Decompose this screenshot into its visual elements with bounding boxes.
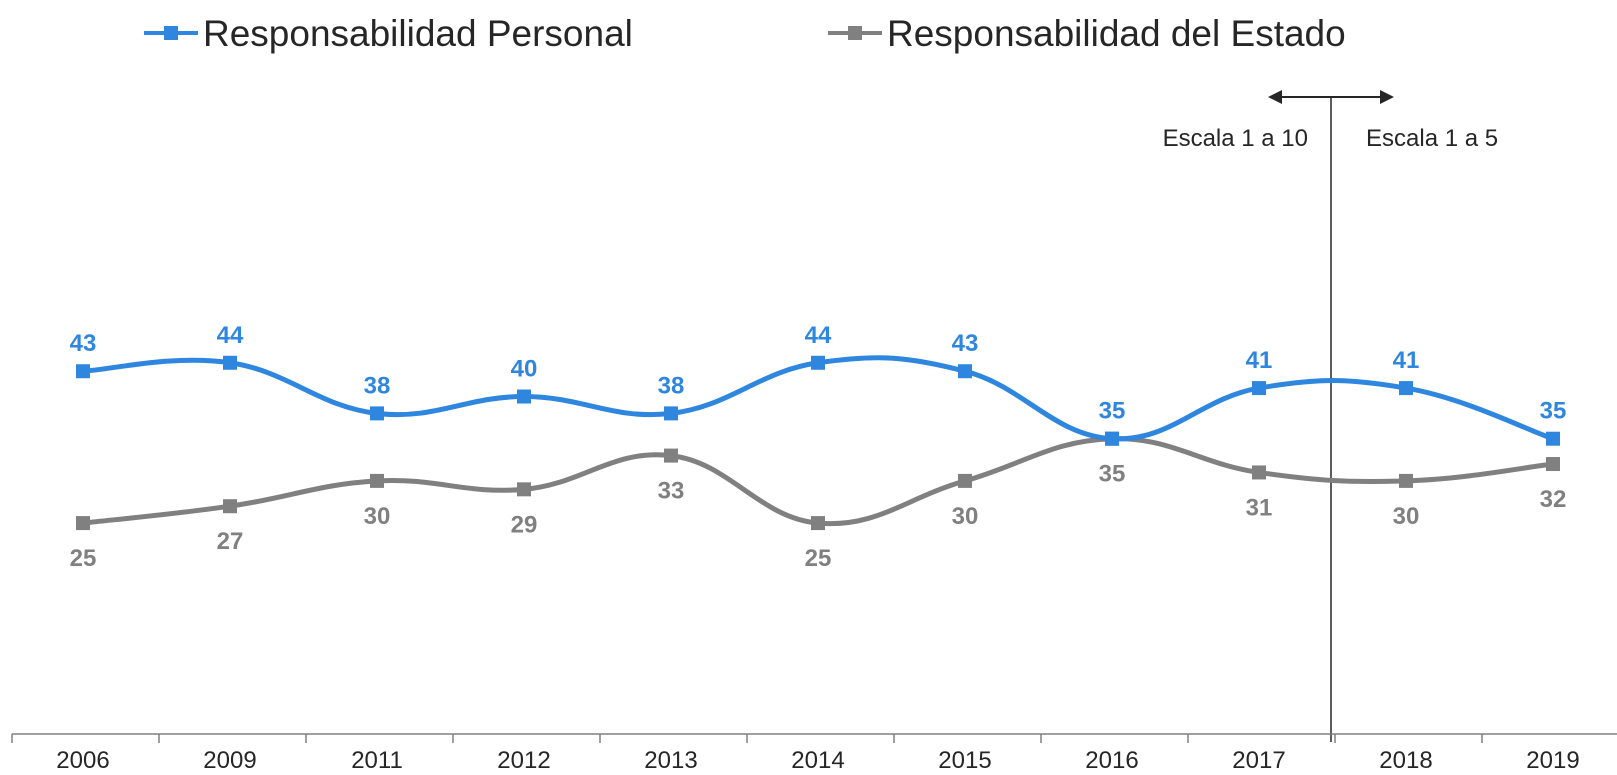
scale-arrow-left-head (1268, 90, 1282, 104)
x-tick-label-2017: 2017 (1232, 747, 1285, 774)
scale-left-label: Escala 1 a 10 (1163, 125, 1308, 152)
series-personal: 43 44 38 40 38 44 43 35 41 41 35 (70, 322, 1567, 446)
legend: Responsabilidad Personal Responsabilidad… (144, 13, 1346, 54)
data-label-personal-2019: 35 (1540, 398, 1567, 425)
data-label-personal-2006: 43 (70, 330, 97, 357)
data-point-personal-2015 (958, 364, 972, 379)
data-point-estado-2006 (76, 516, 90, 531)
data-label-personal-2014: 44 (805, 322, 832, 349)
x-tick-label-2015: 2015 (938, 747, 991, 774)
data-point-personal-2013 (664, 406, 678, 421)
data-label-estado-2015: 30 (952, 503, 979, 530)
data-point-estado-2013 (664, 448, 678, 463)
data-label-estado-2006: 25 (70, 545, 97, 572)
data-point-estado-2019 (1546, 457, 1560, 472)
data-point-personal-2019 (1546, 431, 1560, 446)
data-label-personal-2012: 40 (511, 356, 538, 383)
data-point-estado-2017 (1252, 465, 1266, 480)
data-label-estado-2009: 27 (217, 528, 244, 555)
data-point-personal-2017 (1252, 381, 1266, 396)
data-label-personal-2011: 38 (364, 372, 391, 399)
data-point-personal-2009 (223, 355, 237, 370)
x-axis: 2006 2009 2011 2012 2013 2014 2015 2016 2017 2018… (11, 733, 1617, 774)
x-tick-label-2016: 2016 (1085, 747, 1138, 774)
data-point-personal-2014 (811, 355, 825, 370)
data-point-estado-2011 (370, 473, 384, 488)
scale-right-label: Escala 1 a 5 (1366, 125, 1498, 152)
series-layer: 25 27 30 29 33 25 30 35 31 30 32 43 44 38 40 38 44 43 35 41… (70, 322, 1567, 572)
data-point-estado-2009 (223, 499, 237, 514)
data-label-estado-2017: 31 (1246, 494, 1273, 521)
x-tick-label-2019: 2019 (1526, 747, 1579, 774)
data-label-personal-2018: 41 (1393, 347, 1420, 374)
legend-label-personal: Responsabilidad Personal (203, 13, 633, 54)
data-point-personal-2016 (1105, 431, 1119, 446)
data-point-personal-2012 (517, 389, 531, 404)
data-label-estado-2019: 32 (1540, 486, 1567, 513)
x-tick-label-2012: 2012 (497, 747, 550, 774)
data-point-estado-2014 (811, 516, 825, 531)
x-tick-label-2006: 2006 (56, 747, 109, 774)
series-line-personal (80, 355, 1556, 442)
data-label-personal-2017: 41 (1246, 347, 1273, 374)
data-label-estado-2018: 30 (1393, 503, 1420, 530)
series-estado: 25 27 30 29 33 25 30 35 31 30 32 (70, 431, 1567, 572)
data-label-personal-2013: 38 (658, 372, 685, 399)
legend-item-personal: Responsabilidad Personal (144, 13, 633, 54)
data-point-personal-2006 (76, 364, 90, 379)
data-label-personal-2009: 44 (217, 322, 244, 349)
x-tick-label-2009: 2009 (203, 747, 256, 774)
data-label-estado-2014: 25 (805, 545, 832, 572)
scale-arrow-right-head (1380, 90, 1394, 104)
legend-label-estado: Responsabilidad del Estado (887, 13, 1346, 54)
data-label-personal-2016: 35 (1099, 398, 1126, 425)
data-label-estado-2012: 29 (511, 511, 538, 538)
data-point-estado-2015 (958, 473, 972, 488)
scale-annotation: Escala 1 a 10 Escala 1 a 5 (1163, 90, 1498, 742)
legend-swatch-marker-estado (848, 26, 862, 40)
data-label-estado-2011: 30 (364, 503, 391, 530)
data-label-personal-2015: 43 (952, 330, 979, 357)
data-point-personal-2018 (1399, 381, 1413, 396)
x-tick-label-2011: 2011 (351, 747, 403, 774)
data-point-personal-2011 (370, 406, 384, 421)
legend-swatch-marker-personal (164, 26, 178, 40)
legend-item-estado: Responsabilidad del Estado (828, 13, 1346, 54)
data-label-estado-2013: 33 (658, 478, 685, 505)
data-point-estado-2012 (517, 482, 531, 497)
data-point-estado-2018 (1399, 473, 1413, 488)
series-line-estado (80, 436, 1556, 527)
x-tick-label-2013: 2013 (644, 747, 697, 774)
x-tick-label-2014: 2014 (791, 747, 844, 774)
data-label-estado-2016: 35 (1099, 461, 1126, 488)
x-tick-label-2018: 2018 (1379, 747, 1432, 774)
